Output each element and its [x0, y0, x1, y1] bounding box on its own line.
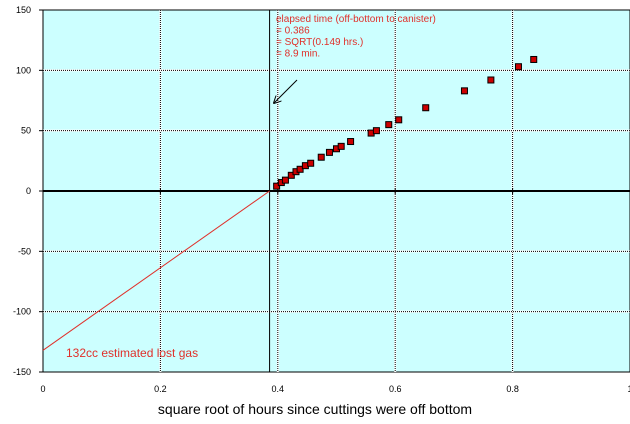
data-point — [296, 165, 304, 173]
elapsed-annotation-line: = 8.9 min. — [276, 49, 320, 60]
elapsed-annotation-line: = 0.386 — [276, 26, 310, 37]
y-tick-label: -100 — [13, 307, 31, 317]
x-tick-label: 0 — [40, 384, 45, 394]
data-point — [307, 159, 315, 167]
chart: 0 0.2 0.4 0.6 0.8 1 -150 -100 -50 0 50 100 150 elaps… — [13, 5, 630, 394]
data-point — [273, 182, 281, 190]
fit-line — [42, 190, 270, 351]
y-tick-label: 0 — [26, 186, 31, 196]
data-point — [422, 104, 430, 112]
data-point — [460, 87, 468, 95]
data-point — [317, 153, 325, 161]
data-point — [337, 142, 345, 150]
tick-labels: 0 0.2 0.4 0.6 0.8 1 -150 -100 -50 0 50 100 150 — [13, 5, 630, 394]
data-point — [395, 116, 403, 124]
data-point — [287, 171, 295, 179]
x-tick-label: 0.4 — [272, 384, 285, 394]
y-tick-label: -150 — [13, 367, 31, 377]
data-point — [385, 121, 393, 129]
x-tick-label: 0.2 — [154, 384, 167, 394]
y-tick-label: 50 — [21, 126, 31, 136]
data-point — [347, 138, 355, 146]
data-point — [487, 76, 495, 84]
y-tick-label: -50 — [18, 246, 31, 256]
data-point — [514, 63, 522, 71]
x-tick-label: 0.6 — [389, 384, 402, 394]
fit-line-layer — [42, 190, 270, 351]
x-axis-label: square root of hours since cuttings were… — [157, 401, 473, 417]
x-tick-label: 1 — [627, 384, 630, 394]
elapsed-time-annotation: elapsed time (off-bottom to canister) = 0… — [276, 14, 436, 60]
data-point — [325, 148, 333, 156]
x-tick-label: 0.8 — [506, 384, 519, 394]
data-point — [530, 55, 538, 63]
data-point — [281, 176, 289, 184]
y-tick-label: 100 — [16, 65, 31, 75]
data-points — [273, 55, 538, 190]
elapsed-annotation-line: = SQRT(0.149 hrs.) — [276, 37, 363, 48]
axes — [39, 9, 630, 373]
annotation-arrow — [274, 79, 298, 103]
data-point — [372, 127, 380, 135]
y-tick-label: 150 — [16, 5, 31, 15]
elapsed-annotation-line: elapsed time (off-bottom to canister) — [276, 14, 436, 25]
lost-gas-annotation: 132cc estimated lost gas — [66, 346, 198, 360]
